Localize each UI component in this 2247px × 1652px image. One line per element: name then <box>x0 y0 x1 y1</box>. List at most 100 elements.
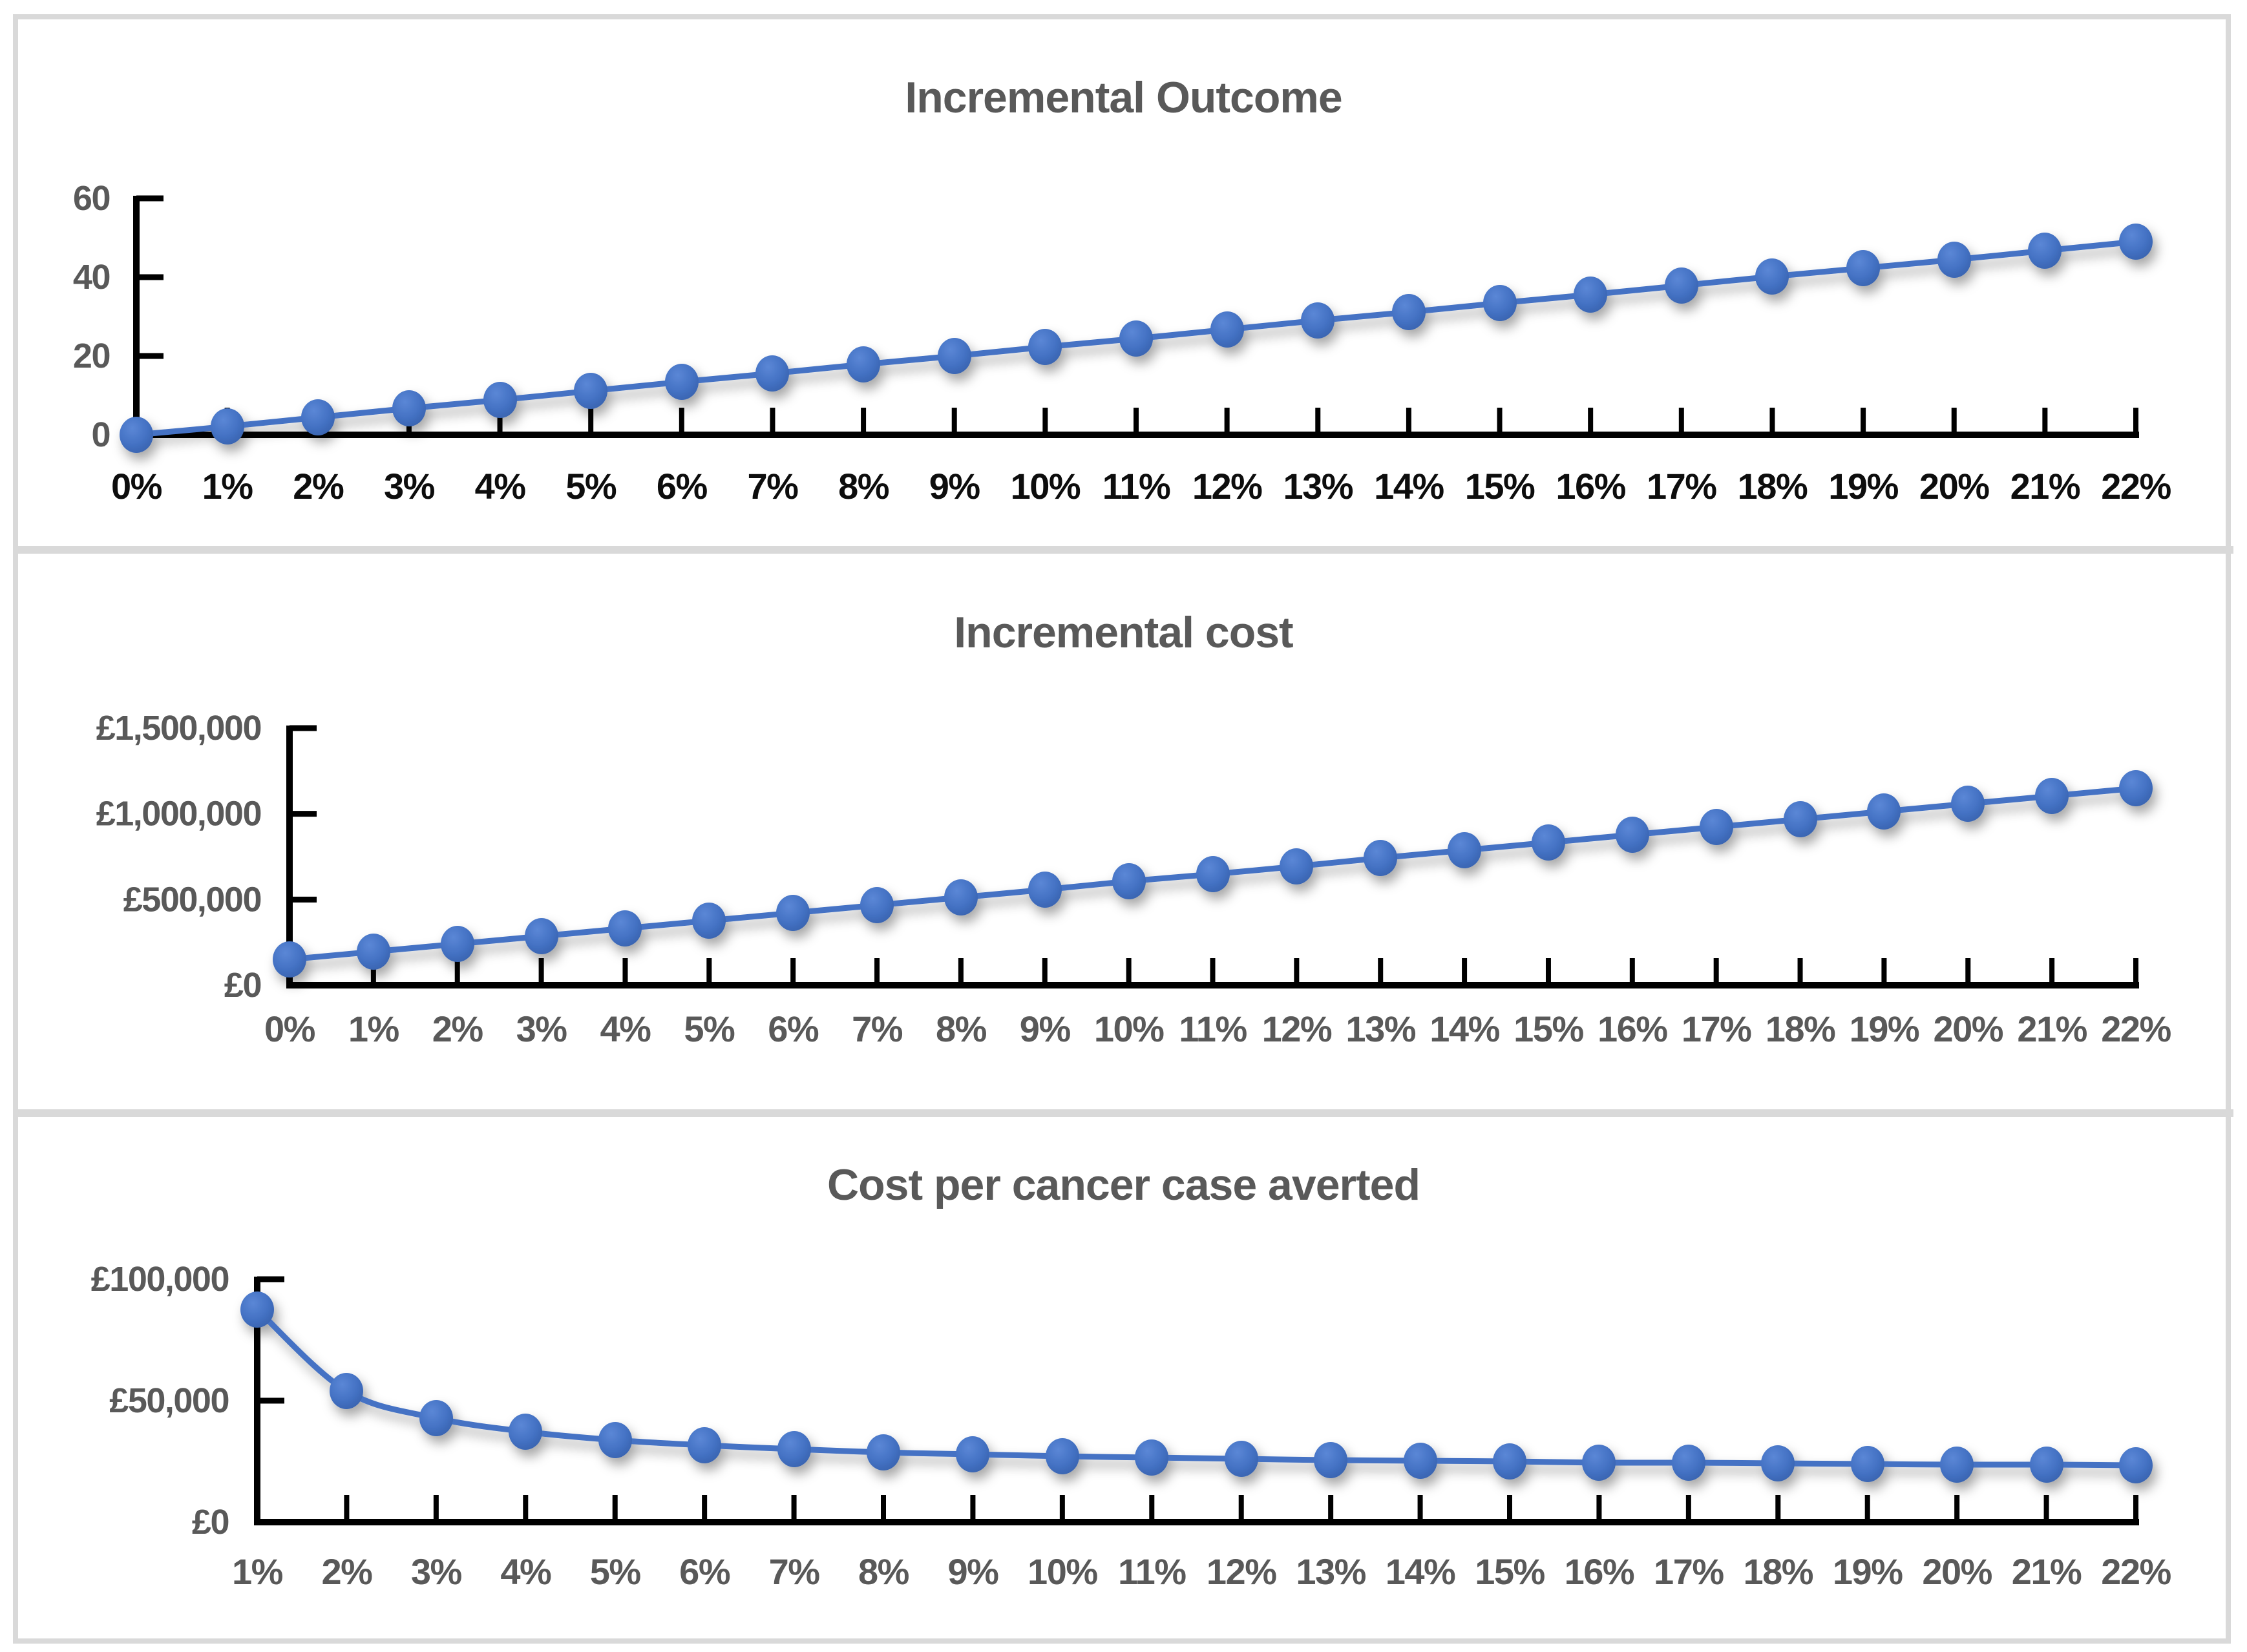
x-tick-label: 3% <box>516 1009 567 1049</box>
panel-divider <box>13 1109 2233 1117</box>
x-tick-label: 5% <box>684 1009 735 1049</box>
data-point-marker <box>776 895 810 931</box>
x-tick-label: 3% <box>411 1551 462 1592</box>
x-tick-label: 7% <box>769 1551 820 1592</box>
data-point-marker <box>1028 872 1062 908</box>
x-tick-label: 4% <box>600 1009 651 1049</box>
x-tick-label: 4% <box>475 466 526 507</box>
data-point-marker <box>1937 242 1971 278</box>
x-tick-label: 9% <box>947 1551 998 1592</box>
data-point-marker <box>574 373 607 409</box>
data-point-marker <box>1761 1445 1795 1481</box>
data-point-marker <box>1940 1447 1974 1483</box>
data-point-marker <box>1532 824 1565 861</box>
y-tick-label: £0 <box>192 1503 229 1542</box>
data-point-marker <box>2119 1447 2153 1483</box>
data-point-marker <box>1112 863 1146 899</box>
x-tick-label: 4% <box>500 1551 551 1592</box>
data-point-marker <box>598 1422 632 1458</box>
data-point-marker <box>688 1427 721 1463</box>
y-tick-label: £50,000 <box>109 1381 229 1420</box>
data-point-marker <box>2030 1447 2063 1483</box>
data-point-marker <box>441 926 474 962</box>
data-point-marker <box>1135 1439 1168 1476</box>
data-point-marker <box>1119 320 1153 357</box>
data-point-marker <box>525 918 558 954</box>
x-tick-label: 0% <box>264 1009 315 1049</box>
x-tick-label: 5% <box>590 1551 641 1592</box>
data-point-marker <box>956 1436 989 1472</box>
x-tick-label: 6% <box>768 1009 819 1049</box>
x-tick-label: 15% <box>1475 1551 1545 1592</box>
x-tick-label: 12% <box>1262 1009 1332 1049</box>
data-point-marker <box>1867 793 1901 830</box>
series-incremental-outcome <box>120 224 2153 453</box>
data-point-marker <box>1665 267 1698 304</box>
data-point-marker <box>1028 329 1062 365</box>
data-point-marker <box>1616 817 1649 853</box>
chart-cost-per-case: £0 £50,000 £100,000 1% 2% 3% 4% 5% 6% 7% 8% 9% 10% 11… <box>91 1260 2172 1592</box>
x-tick-label: 17% <box>1682 1009 1751 1049</box>
x-tick-label: 11% <box>1102 466 1170 507</box>
data-point-marker <box>1784 801 1817 837</box>
data-point-marker <box>419 1400 453 1436</box>
data-point-marker <box>357 934 390 970</box>
chart-title-incremental-cost: Incremental cost <box>954 608 1293 657</box>
data-point-marker <box>1280 848 1313 884</box>
x-tick-label: 22% <box>2101 1009 2171 1049</box>
data-point-marker <box>1364 840 1397 876</box>
x-tick-label: 12% <box>1192 466 1262 507</box>
data-point-marker <box>847 346 880 382</box>
x-tick-label: 7% <box>747 466 798 507</box>
x-tick-label: 0% <box>111 466 162 507</box>
x-tick-label: 14% <box>1374 466 1444 507</box>
chart-title-incremental-outcome: Incremental Outcome <box>905 73 1342 122</box>
y-tick-label: 40 <box>73 258 110 297</box>
data-point-marker <box>240 1291 274 1328</box>
x-tick-label: 18% <box>1738 466 1808 507</box>
x-tick-label: 12% <box>1207 1551 1276 1592</box>
data-point-marker <box>1851 1446 1884 1482</box>
x-tick-label: 13% <box>1296 1551 1366 1592</box>
data-point-marker <box>211 408 244 444</box>
data-point-marker <box>1210 311 1244 348</box>
x-tick-label: 10% <box>1094 1009 1164 1049</box>
data-point-marker <box>2035 778 2069 814</box>
data-point-marker <box>1846 250 1880 286</box>
data-point-marker <box>944 879 978 915</box>
data-point-marker <box>1046 1438 1079 1474</box>
x-tick-label: 14% <box>1386 1551 1455 1592</box>
data-point-marker <box>483 382 517 418</box>
x-tick-label: 10% <box>1028 1551 1097 1592</box>
x-tick-label: 13% <box>1283 466 1353 507</box>
x-tick-label: 20% <box>1919 466 1989 507</box>
x-tick-label: 1% <box>202 466 253 507</box>
x-tick-label: 13% <box>1345 1009 1415 1049</box>
x-tick-label: 7% <box>852 1009 903 1049</box>
x-tick-label: 18% <box>1743 1551 1813 1592</box>
data-point-marker <box>665 364 699 400</box>
x-tick-label: 5% <box>565 466 617 507</box>
x-tick-label: 15% <box>1465 466 1535 507</box>
x-tick-label: 2% <box>293 466 344 507</box>
x-tick-label: 19% <box>1828 466 1898 507</box>
x-tick-label: 2% <box>321 1551 372 1592</box>
data-point-marker <box>2119 224 2153 260</box>
x-tick-label: 3% <box>384 466 435 507</box>
data-point-marker <box>1448 832 1481 868</box>
x-tick-label: 18% <box>1766 1009 1835 1049</box>
x-tick-label: 19% <box>1850 1009 1919 1049</box>
data-point-marker <box>608 910 642 946</box>
data-point-marker <box>1493 1443 1526 1479</box>
x-tick-label: 20% <box>1922 1551 1992 1592</box>
x-tick-label: 21% <box>2017 1009 2087 1049</box>
data-point-marker <box>692 903 726 939</box>
chart-incremental-outcome: 0 20 40 60 0% 1% 2% 3% 4% 5% 6% 7% 8% 9% 10% 11% 12% 13% 1… <box>73 179 2172 507</box>
data-point-marker <box>860 887 894 923</box>
x-tick-label: 2% <box>432 1009 483 1049</box>
series-line <box>254 1306 2139 1469</box>
data-point-marker <box>1755 258 1789 295</box>
x-tick-label: 1% <box>232 1551 283 1592</box>
data-point-marker <box>301 399 335 435</box>
x-tick-label: 21% <box>2012 1551 2082 1592</box>
